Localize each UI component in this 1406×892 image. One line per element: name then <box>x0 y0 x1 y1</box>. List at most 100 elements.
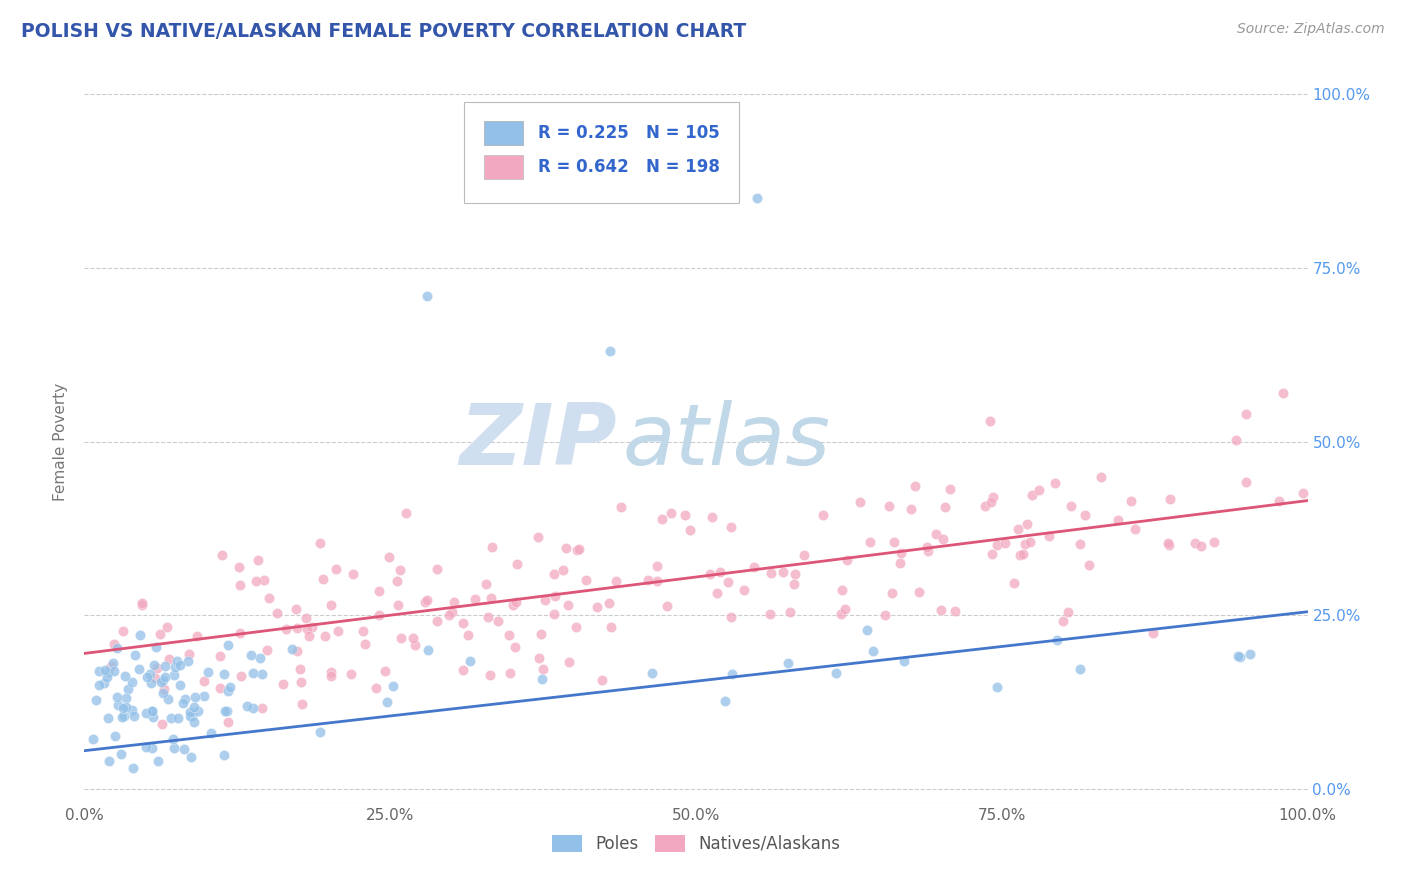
Point <box>893 654 915 668</box>
Point <box>163 668 186 682</box>
Point <box>1077 558 1099 572</box>
Point <box>103 665 125 679</box>
Point <box>404 639 426 653</box>
Point <box>169 658 191 673</box>
Point <box>368 607 391 622</box>
Point <box>1018 535 1040 549</box>
Point <box>180 709 202 723</box>
Point <box>281 642 304 657</box>
Point <box>139 667 162 681</box>
Point <box>598 596 620 610</box>
Point <box>141 704 163 718</box>
Text: POLISH VS NATIVE/ALASKAN FEMALE POVERTY CORRELATION CHART: POLISH VS NATIVE/ALASKAN FEMALE POVERTY … <box>21 22 747 41</box>
Point <box>1002 576 1025 591</box>
Point <box>418 643 440 657</box>
Point <box>219 681 242 695</box>
Point <box>128 662 150 676</box>
Point <box>717 574 740 589</box>
Point <box>1268 494 1291 508</box>
Point <box>1157 538 1180 552</box>
Point <box>890 546 912 560</box>
Point <box>1074 508 1097 522</box>
Point <box>366 681 388 696</box>
Point <box>1060 499 1083 513</box>
Point <box>779 605 801 619</box>
Point <box>242 701 264 715</box>
Point <box>276 622 298 636</box>
Point <box>295 622 318 636</box>
Point <box>980 547 1002 561</box>
Point <box>245 574 267 589</box>
Point <box>673 508 696 523</box>
Point <box>981 491 1004 505</box>
Point <box>1007 523 1029 537</box>
Point <box>150 674 173 689</box>
Point <box>374 664 396 678</box>
Point <box>1189 539 1212 553</box>
Point <box>124 708 146 723</box>
Point <box>782 577 804 591</box>
Point <box>129 628 152 642</box>
Point <box>187 704 209 718</box>
Point <box>1121 494 1143 508</box>
Point <box>557 655 579 669</box>
Point <box>831 582 853 597</box>
Point <box>252 667 274 681</box>
FancyBboxPatch shape <box>464 102 738 203</box>
Point <box>253 574 276 588</box>
Point <box>174 691 197 706</box>
Point <box>228 560 250 574</box>
Point <box>917 544 939 558</box>
Point <box>150 717 173 731</box>
Point <box>908 584 931 599</box>
Point <box>575 574 598 588</box>
Point <box>1227 648 1250 663</box>
Point <box>1057 605 1080 619</box>
Point <box>706 586 728 600</box>
Point <box>714 694 737 708</box>
Point <box>146 754 169 768</box>
Point <box>378 550 401 565</box>
Point <box>97 711 120 725</box>
Point <box>249 651 271 665</box>
Point <box>1234 475 1257 489</box>
Point <box>1069 662 1091 676</box>
Y-axis label: Female Poverty: Female Poverty <box>53 383 69 500</box>
Point <box>659 507 682 521</box>
Point <box>974 499 997 513</box>
Point <box>772 566 794 580</box>
Point <box>900 502 922 516</box>
Point <box>437 608 460 623</box>
Point <box>506 557 529 571</box>
Point <box>637 573 659 587</box>
Point <box>479 667 502 681</box>
Point <box>709 566 731 580</box>
Point <box>152 686 174 700</box>
Point <box>416 288 439 302</box>
Point <box>986 680 1008 694</box>
Point <box>1046 632 1069 647</box>
Point <box>505 595 527 609</box>
Point <box>228 625 250 640</box>
Point <box>387 598 409 612</box>
Point <box>314 629 336 643</box>
Point <box>811 508 834 522</box>
Point <box>186 629 208 643</box>
Point <box>117 681 139 696</box>
Point <box>859 535 882 549</box>
Point <box>837 552 859 566</box>
Point <box>257 591 280 606</box>
Point <box>759 566 782 580</box>
Point <box>1184 535 1206 549</box>
Point <box>440 605 463 619</box>
Point <box>291 697 314 711</box>
Point <box>215 705 238 719</box>
Text: Source: ZipAtlas.com: Source: ZipAtlas.com <box>1237 22 1385 37</box>
Point <box>591 673 613 687</box>
Point <box>96 670 118 684</box>
Point <box>82 731 104 746</box>
Point <box>325 562 347 576</box>
Point <box>388 563 411 577</box>
Point <box>217 684 239 698</box>
Point <box>830 607 852 621</box>
